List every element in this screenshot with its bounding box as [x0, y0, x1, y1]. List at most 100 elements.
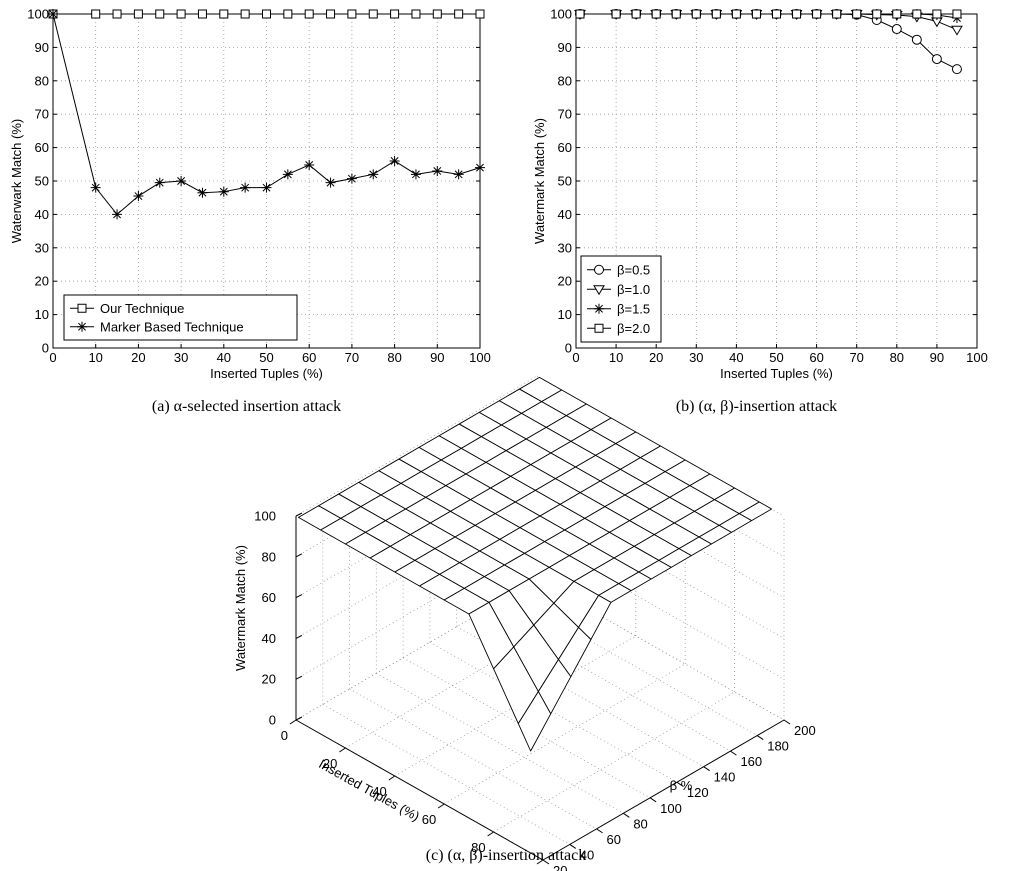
wall-gridline — [536, 457, 785, 598]
data-point — [326, 9, 336, 19]
y-tick-label: 100 — [660, 801, 682, 816]
data-point — [772, 9, 781, 19]
y-tick-label: 40 — [35, 207, 49, 222]
z-tick-mark — [295, 512, 303, 517]
axis-line — [295, 719, 544, 861]
data-point — [304, 9, 314, 19]
y-tick-label: 120 — [687, 785, 709, 800]
floor-gridline — [456, 626, 704, 768]
data-point — [832, 9, 842, 19]
y-tick-mark — [756, 735, 764, 740]
data-point — [112, 9, 122, 19]
y-tick-mark — [730, 750, 737, 756]
y-tick-mark — [569, 844, 577, 849]
legend: β=0.5 β=1.0 β=1.5 β=2.0 — [580, 255, 662, 343]
data-point — [261, 182, 272, 193]
legend-marker — [594, 303, 604, 314]
legend-label: β=1.5 — [617, 301, 650, 316]
data-point — [575, 9, 585, 19]
y-tick-mark — [596, 828, 603, 834]
x-tick-label: 90 — [430, 350, 444, 365]
y-tick-mark — [623, 812, 630, 818]
legend-label: Marker Based Technique — [100, 319, 244, 334]
legend-marker — [77, 303, 87, 313]
y-tick-mark — [542, 859, 550, 865]
wall-gridline — [536, 579, 785, 721]
floor-gridline — [443, 663, 686, 805]
surface — [298, 376, 773, 752]
y-tick-label: 20 — [558, 274, 572, 289]
x-tick-label: 60 — [422, 812, 436, 827]
x-tick-label: 20 — [649, 350, 663, 365]
y-tick-label: 30 — [558, 240, 572, 255]
data-point — [751, 9, 761, 19]
data-point — [951, 25, 963, 36]
chart-a: 0 10 20 30 40 50 60 70 80 90 100 0 10 20 30 40 50 60 70 80 9… — [9, 7, 491, 416]
x-tick-label: 40 — [217, 350, 231, 365]
data-point — [631, 9, 641, 19]
data-point — [240, 182, 251, 193]
floor-gridline — [402, 657, 651, 799]
y-tick-label: 90 — [35, 40, 49, 55]
data-point — [475, 162, 485, 173]
data-point — [390, 9, 400, 19]
data-point — [133, 9, 143, 19]
chart-b: 0 10 20 30 40 50 60 70 80 90 100 0 10 20 30 40 50 60 70 80 9… — [532, 7, 988, 416]
z-tick-mark — [295, 553, 303, 558]
data-point — [347, 9, 357, 19]
x-tick-label: 70 — [849, 350, 863, 365]
z-tick-label: 40 — [262, 631, 276, 646]
x-tick-label: 0 — [281, 728, 288, 743]
y-axis-label: Waterwark Match (%) — [9, 119, 24, 243]
y-tick-label: 100 — [27, 7, 49, 22]
y-tick-label: 80 — [633, 816, 647, 831]
x-tick-label: 0 — [49, 350, 56, 365]
z-tick-label: 100 — [254, 509, 276, 524]
chart-c: 0 20 40 60 80 100 0 20 40 60 80 100 20 40 60 80 100 120 14… — [233, 375, 816, 871]
floor-gridline — [429, 641, 678, 783]
y-tick-label: 20 — [35, 274, 49, 289]
x-tick-label: 70 — [345, 350, 359, 365]
caption: (b) (α, β)-insertion attack — [676, 398, 837, 415]
legend-label: β=1.0 — [617, 282, 650, 297]
y-tick-label: 30 — [35, 240, 49, 255]
y-tick-label: 0 — [42, 341, 49, 356]
y-axis-label: Watermark Match (%) — [532, 118, 547, 244]
data-point — [176, 176, 187, 186]
data-point — [90, 182, 101, 193]
y-tick-label: 180 — [767, 739, 789, 754]
data-point — [410, 169, 421, 180]
data-point — [218, 186, 229, 197]
z-tick-mark — [295, 716, 303, 721]
data-point — [891, 24, 902, 35]
data-point — [283, 9, 293, 19]
x-tick-label: 30 — [174, 350, 188, 365]
data-point — [931, 54, 942, 65]
y-axis-label: β % — [670, 778, 693, 793]
data-point — [432, 9, 442, 19]
data-point — [219, 9, 229, 19]
legend: Our Technique Marker Based Technique — [63, 294, 298, 341]
legend-marker — [77, 321, 87, 332]
data-point — [155, 9, 165, 19]
data-point — [133, 191, 144, 202]
y-tick-label: 0 — [565, 341, 572, 356]
data-point — [262, 9, 271, 19]
z-tick-label: 80 — [262, 549, 276, 564]
x-axis-label: Inserted Tuples (%) — [316, 756, 422, 824]
legend-marker — [594, 323, 604, 333]
x-tick-label: 60 — [302, 350, 316, 365]
x-tick-label: 0 — [572, 350, 579, 365]
y-tick-label: 140 — [714, 770, 736, 785]
x-tick-label: 10 — [609, 350, 623, 365]
data-point — [346, 173, 357, 184]
z-tick-label: 60 — [262, 590, 276, 605]
data-point — [932, 9, 942, 19]
y-tick-mark — [649, 797, 657, 803]
x-tick-label: 20 — [131, 350, 145, 365]
data-point — [411, 9, 421, 19]
data-point — [872, 9, 882, 19]
floor-gridline — [394, 635, 637, 777]
x-axis-label: Inserted Tuples (%) — [720, 366, 833, 381]
